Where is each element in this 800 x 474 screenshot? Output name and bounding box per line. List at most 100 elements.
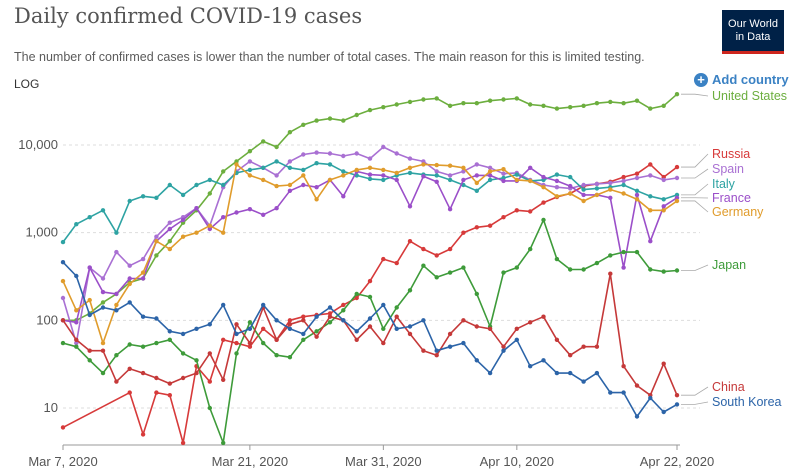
data-point[interactable] bbox=[461, 230, 466, 235]
data-point[interactable] bbox=[381, 105, 386, 110]
data-point[interactable] bbox=[421, 246, 426, 252]
data-point[interactable] bbox=[60, 278, 66, 284]
data-point[interactable] bbox=[154, 239, 159, 244]
data-point[interactable] bbox=[541, 358, 546, 363]
data-point[interactable] bbox=[261, 165, 266, 170]
data-point[interactable] bbox=[434, 353, 439, 358]
legend-label[interactable]: China bbox=[712, 380, 745, 394]
data-point[interactable] bbox=[287, 355, 293, 360]
data-point[interactable] bbox=[100, 208, 106, 213]
data-point[interactable] bbox=[341, 153, 346, 159]
data-point[interactable] bbox=[74, 308, 79, 313]
data-point[interactable] bbox=[87, 358, 92, 363]
data-point[interactable] bbox=[100, 370, 106, 376]
data-point[interactable] bbox=[621, 364, 626, 369]
data-point[interactable] bbox=[447, 246, 453, 252]
data-point[interactable] bbox=[114, 353, 119, 358]
data-point[interactable] bbox=[474, 358, 479, 363]
series-italy[interactable] bbox=[60, 159, 680, 245]
data-point[interactable] bbox=[474, 180, 479, 186]
data-point[interactable] bbox=[581, 198, 586, 204]
data-point[interactable] bbox=[354, 329, 359, 334]
data-point[interactable] bbox=[407, 239, 413, 244]
data-point[interactable] bbox=[634, 414, 640, 419]
data-point[interactable] bbox=[461, 177, 466, 183]
data-point[interactable] bbox=[180, 217, 186, 223]
data-point[interactable] bbox=[154, 253, 159, 258]
data-point[interactable] bbox=[554, 178, 560, 184]
data-point[interactable] bbox=[327, 305, 333, 310]
data-point[interactable] bbox=[247, 149, 253, 154]
data-point[interactable] bbox=[421, 348, 426, 353]
data-point[interactable] bbox=[247, 173, 253, 178]
data-point[interactable] bbox=[528, 320, 533, 325]
data-point[interactable] bbox=[581, 267, 586, 272]
data-point[interactable] bbox=[407, 288, 413, 293]
data-point[interactable] bbox=[621, 390, 626, 395]
data-point[interactable] bbox=[127, 366, 132, 371]
data-point[interactable] bbox=[180, 375, 186, 381]
data-point[interactable] bbox=[314, 329, 319, 334]
data-point[interactable] bbox=[127, 276, 132, 281]
data-point[interactable] bbox=[407, 99, 413, 105]
data-point[interactable] bbox=[354, 151, 359, 156]
data-point[interactable] bbox=[327, 162, 333, 167]
data-point[interactable] bbox=[274, 206, 279, 211]
data-point[interactable] bbox=[301, 173, 306, 178]
data-point[interactable] bbox=[648, 106, 653, 111]
data-point[interactable] bbox=[461, 169, 466, 174]
data-point[interactable] bbox=[434, 275, 439, 280]
data-point[interactable] bbox=[287, 326, 293, 331]
data-point[interactable] bbox=[301, 331, 306, 337]
data-point[interactable] bbox=[447, 207, 453, 212]
data-point[interactable] bbox=[194, 182, 199, 188]
data-point[interactable] bbox=[394, 326, 399, 331]
data-point[interactable] bbox=[474, 101, 479, 106]
data-point[interactable] bbox=[127, 300, 132, 305]
data-point[interactable] bbox=[434, 96, 439, 101]
data-point[interactable] bbox=[434, 173, 439, 178]
data-point[interactable] bbox=[60, 340, 66, 346]
data-point[interactable] bbox=[180, 331, 186, 337]
data-point[interactable] bbox=[60, 295, 66, 301]
data-point[interactable] bbox=[634, 171, 640, 176]
owid-logo[interactable]: Our World in Data bbox=[722, 10, 784, 54]
data-point[interactable] bbox=[501, 167, 506, 172]
data-point[interactable] bbox=[501, 215, 506, 220]
data-point[interactable] bbox=[674, 195, 680, 200]
legend-label[interactable]: Spain bbox=[712, 162, 744, 176]
data-point[interactable] bbox=[261, 302, 266, 308]
data-point[interactable] bbox=[594, 186, 600, 191]
data-point[interactable] bbox=[234, 340, 239, 346]
data-point[interactable] bbox=[407, 170, 413, 176]
data-point[interactable] bbox=[60, 239, 66, 245]
data-point[interactable] bbox=[140, 370, 146, 376]
data-point[interactable] bbox=[194, 206, 199, 211]
data-point[interactable] bbox=[367, 278, 373, 284]
data-point[interactable] bbox=[140, 432, 146, 437]
data-point[interactable] bbox=[207, 351, 212, 356]
data-point[interactable] bbox=[287, 165, 293, 170]
data-point[interactable] bbox=[154, 195, 159, 200]
data-point[interactable] bbox=[514, 96, 519, 101]
data-point[interactable] bbox=[314, 161, 319, 166]
data-point[interactable] bbox=[568, 191, 573, 196]
data-point[interactable] bbox=[301, 167, 306, 173]
data-point[interactable] bbox=[367, 156, 373, 161]
data-point[interactable] bbox=[674, 198, 680, 204]
data-point[interactable] bbox=[594, 192, 600, 198]
data-point[interactable] bbox=[674, 175, 680, 181]
data-point[interactable] bbox=[207, 226, 212, 232]
data-point[interactable] bbox=[74, 320, 79, 325]
data-point[interactable] bbox=[474, 324, 479, 329]
data-point[interactable] bbox=[381, 256, 386, 262]
data-point[interactable] bbox=[341, 302, 346, 308]
series-germany[interactable] bbox=[60, 162, 680, 346]
data-point[interactable] bbox=[474, 173, 479, 178]
data-point[interactable] bbox=[274, 173, 279, 178]
data-point[interactable] bbox=[421, 263, 426, 268]
data-point[interactable] bbox=[528, 246, 533, 252]
data-point[interactable] bbox=[501, 348, 506, 353]
data-point[interactable] bbox=[301, 318, 306, 323]
data-point[interactable] bbox=[447, 177, 453, 183]
